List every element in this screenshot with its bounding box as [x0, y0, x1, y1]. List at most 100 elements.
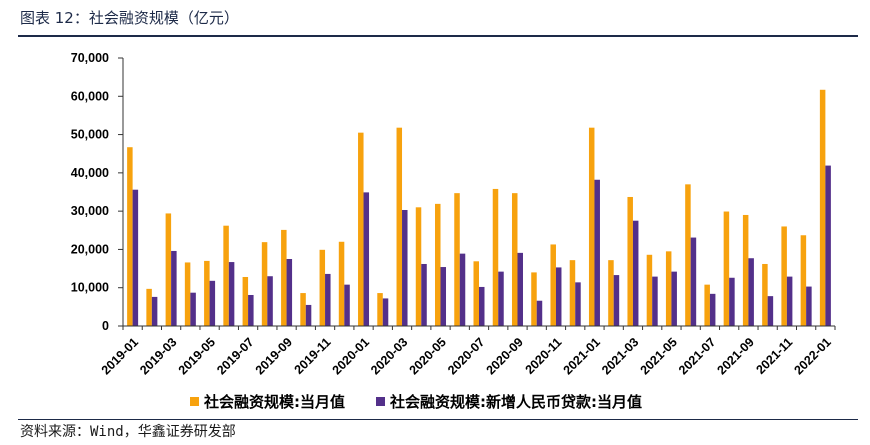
- bar-series-1-2020-02: [377, 293, 383, 326]
- x-tick-label: 2022-01: [791, 335, 833, 377]
- x-tick-label: 2020-01: [330, 335, 372, 377]
- title-rule: [18, 35, 858, 37]
- bar-series-2-2021-02: [613, 275, 620, 326]
- bar-series-1-2020-07: [473, 261, 479, 326]
- x-tick-label: 2020-09: [484, 335, 526, 377]
- y-tick-label: 40,000: [71, 166, 109, 180]
- source-note: 资料来源：Wind，华鑫证券研发部: [20, 424, 236, 440]
- bar-series-1-2021-09: [742, 214, 749, 326]
- y-tick-label: 70,000: [71, 51, 109, 65]
- bar-series-2-2019-09: [286, 259, 293, 326]
- x-tick-label: 2021-01: [561, 335, 603, 377]
- legend-swatch-series-2: [376, 397, 385, 406]
- x-tick-label: 2021-05: [638, 335, 680, 377]
- bar-series-2-2020-10: [536, 300, 543, 326]
- y-axis-ticks: 0 10,000 20,000 30,000 40,000 50,000 60,000 70,…: [71, 51, 123, 333]
- bar-series-2-2021-05: [671, 271, 677, 326]
- bar-series-2-2020-06: [459, 253, 466, 326]
- bar-series-1-2019-05: [204, 260, 210, 326]
- bar-series-1-2021-12: [800, 235, 807, 326]
- bar-series-2-2019-02: [151, 296, 158, 326]
- bar-series-2-2020-03: [402, 209, 408, 326]
- bar-series-1-2020-12: [569, 260, 576, 326]
- bar-series-1-2020-06: [454, 193, 460, 326]
- bar-series-1-2019-02: [146, 288, 152, 326]
- bar-series-1-2019-08: [261, 242, 268, 326]
- x-tick-label: 2019-01: [99, 335, 141, 377]
- bar-series-2-2021-03: [632, 220, 639, 326]
- bar-series-1-2021-11: [781, 226, 787, 326]
- legend-label-series-2: 社会融资规模:新增人民币贷款:当月值: [389, 393, 642, 411]
- bar-series-1-2019-12: [338, 241, 345, 326]
- bar-series-1-2019-09: [281, 229, 287, 326]
- bar-series-1-2020-09: [511, 193, 518, 326]
- bar-series-1-2022-01: [819, 89, 826, 326]
- y-tick-label: 60,000: [71, 89, 109, 103]
- chart-title: 图表 12：社会融资规模（亿元）: [20, 9, 239, 27]
- bar-series-2-2021-09: [748, 258, 754, 326]
- bar-series-1-2019-11: [319, 249, 326, 326]
- bar-series-2-2019-11: [325, 273, 331, 326]
- legend-label-series-1: 社会融资规模:当月值: [203, 393, 345, 411]
- bar-series-2-2020-11: [555, 267, 562, 326]
- x-tick-label: 2021-09: [715, 335, 757, 377]
- bar-series-2-2021-07: [709, 293, 716, 326]
- bar-series-1-2019-04: [184, 262, 191, 326]
- bar-series-1-2021-05: [665, 251, 672, 326]
- x-tick-label: 2019-05: [176, 335, 218, 377]
- bar-series-1-2021-04: [646, 254, 653, 326]
- bar-series-1-2020-04: [415, 207, 422, 326]
- x-tick-label: 2021-11: [753, 335, 795, 377]
- y-tick-label: 20,000: [71, 242, 109, 256]
- bar-series-1-2021-10: [762, 263, 768, 326]
- bar-series-2-2020-01: [363, 192, 370, 326]
- bar-series-2-2021-01: [594, 179, 600, 326]
- bar-series-2-2021-08: [729, 277, 735, 326]
- bar-series-2-2022-01: [825, 165, 831, 326]
- bar-series-1-2021-07: [704, 284, 710, 326]
- bar-series-1-2021-02: [608, 260, 614, 326]
- bar-series-1-2019-07: [242, 276, 249, 326]
- bar-series-2-2021-04: [652, 276, 658, 326]
- bar-series-1-2020-10: [531, 272, 537, 326]
- bar-series-1-2019-03: [165, 213, 172, 326]
- bar-series-2-2020-05: [440, 267, 447, 326]
- bar-series-2-2019-10: [305, 304, 312, 326]
- bar-series-1-2019-10: [300, 293, 306, 326]
- x-tick-label: 2019-07: [214, 335, 256, 377]
- bar-series-2-2019-04: [190, 292, 196, 326]
- x-tick-label: 2021-03: [599, 335, 641, 377]
- legend: 社会融资规模:当月值 社会融资规模:新增人民币贷款:当月值: [190, 393, 642, 411]
- x-tick-label: 2019-09: [253, 335, 295, 377]
- bar-series-2-2020-09: [517, 252, 523, 326]
- bar-series-2-2020-12: [575, 282, 581, 326]
- bar-series-2-2020-02: [382, 298, 389, 326]
- bar-series-2-2020-08: [498, 271, 504, 326]
- y-tick-label: 50,000: [71, 128, 109, 142]
- bar-series-2-2019-08: [267, 276, 273, 326]
- bar-series-1-2021-03: [627, 196, 633, 326]
- bar-series-2-2021-06: [690, 237, 697, 326]
- bar-series-1-2021-08: [723, 211, 730, 326]
- bar-series-2-2020-07: [479, 286, 485, 326]
- bar-series-2-2020-04: [421, 263, 427, 326]
- bar-series-1-2021-06: [685, 184, 691, 326]
- bars: [127, 89, 831, 327]
- bar-series-2-2019-05: [209, 280, 216, 326]
- bar-series-1-2021-01: [588, 127, 595, 327]
- bar-series-2-2019-01: [132, 189, 139, 326]
- x-tick-label: 2021-07: [676, 335, 718, 377]
- y-tick-label: 30,000: [71, 204, 109, 218]
- bar-series-1-2019-06: [223, 225, 229, 326]
- x-tick-label: 2020-07: [445, 335, 487, 377]
- x-tick-label: 2020-05: [407, 335, 449, 377]
- source-rule: [18, 419, 858, 420]
- x-tick-label: 2020-11: [523, 335, 565, 377]
- legend-swatch-series-1: [190, 397, 199, 406]
- bar-series-2-2019-06: [228, 262, 235, 326]
- bar-series-1-2020-05: [435, 203, 441, 326]
- x-axis-ticks: 2019-012019-032019-052019-072019-092019-…: [99, 326, 836, 377]
- bar-series-2-2021-11: [786, 276, 793, 326]
